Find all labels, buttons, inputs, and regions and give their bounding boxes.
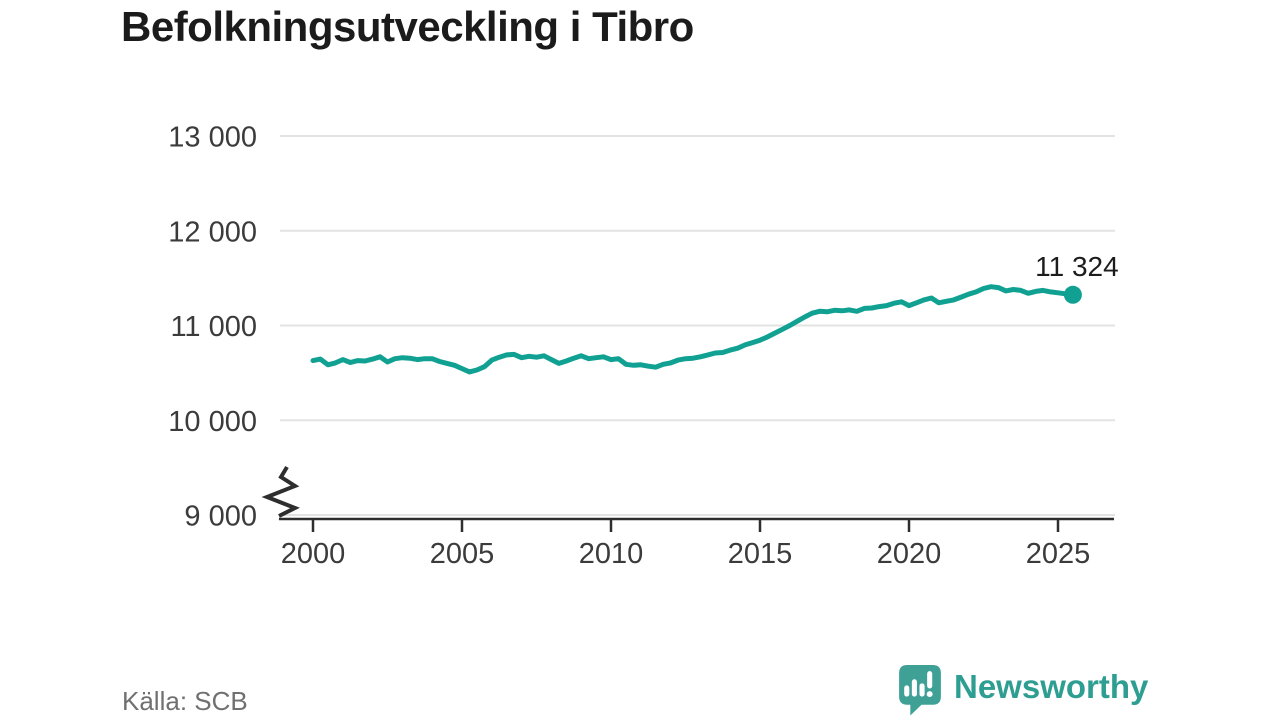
- population-line: [310, 284, 1076, 375]
- y-tick-label: 13 000: [168, 122, 257, 154]
- y-tick-label: 10 000: [168, 406, 257, 438]
- x-tick-label: 2015: [728, 538, 793, 570]
- chart-title: Befolkningsutveckling i Tibro: [121, 3, 694, 50]
- x-tick-label: 2005: [430, 538, 495, 570]
- y-tick-label: 9 000: [184, 501, 257, 533]
- end-value-label: 11 324: [1035, 251, 1119, 282]
- source-label: Källa: SCB: [122, 686, 248, 716]
- x-tick-label: 2000: [281, 538, 346, 570]
- newsworthy-logo-text: Newsworthy: [954, 668, 1149, 705]
- y-tick-label: 11 000: [170, 311, 257, 343]
- newsworthy-logo: Newsworthy: [897, 663, 1148, 716]
- newsworthy-logo-icon: [899, 665, 941, 716]
- x-tick-label: 2025: [1026, 538, 1091, 570]
- axis-break-icon: [261, 465, 300, 518]
- x-tick-label: 2010: [579, 538, 644, 570]
- x-tick-label: 2020: [877, 538, 942, 570]
- y-tick-label: 12 000: [168, 216, 257, 248]
- end-point-marker: [1063, 285, 1082, 304]
